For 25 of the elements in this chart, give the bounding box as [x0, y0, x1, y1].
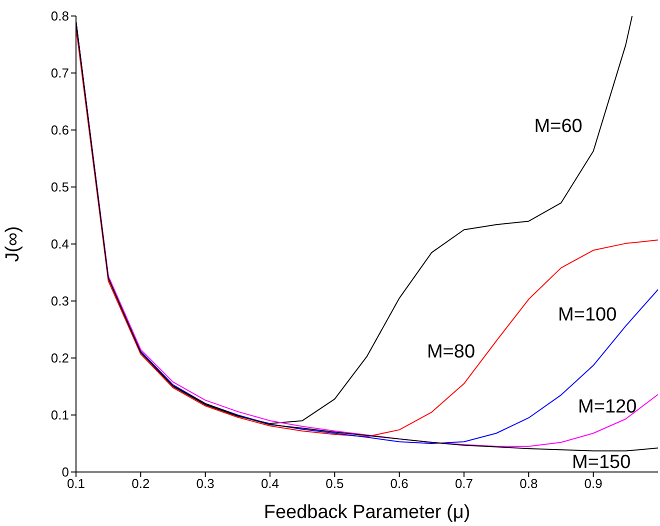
series-label: M=150	[572, 452, 631, 473]
series-label: M=120	[578, 396, 637, 418]
y-tick-label: 0.2	[50, 350, 69, 366]
series-label: M=80	[426, 342, 476, 363]
x-tick-label: 0.9	[584, 476, 602, 492]
y-axis-title: J(∞)	[2, 226, 24, 262]
x-tick-label: 0.4	[260, 476, 280, 492]
x-tick-label: 0.1	[66, 476, 86, 492]
x-tick-label: 0.6	[390, 476, 408, 492]
y-tick-label: 0	[62, 464, 69, 480]
y-tick-label: 0.4	[50, 236, 69, 252]
series-label: M=60	[534, 116, 582, 138]
series-label: M=100	[558, 304, 617, 326]
x-axis-title: Feedback Parameter (μ)	[264, 502, 470, 523]
x-tick-label: 0.5	[326, 476, 344, 492]
y-tick-label: 0.3	[50, 294, 69, 309]
y-tick-label: 0.5	[50, 180, 69, 195]
y-tick-label: 0.8	[50, 8, 69, 24]
y-tick-label: 0.7	[50, 66, 69, 81]
x-tick-label: 0.3	[196, 476, 214, 492]
y-tick-label: 0.1	[50, 408, 69, 423]
y-tick-label: 0.6	[50, 122, 69, 138]
x-tick-label: 0.7	[454, 476, 474, 492]
x-tick-label: 0.2	[132, 476, 150, 492]
x-tick-label: 0.8	[520, 476, 538, 492]
